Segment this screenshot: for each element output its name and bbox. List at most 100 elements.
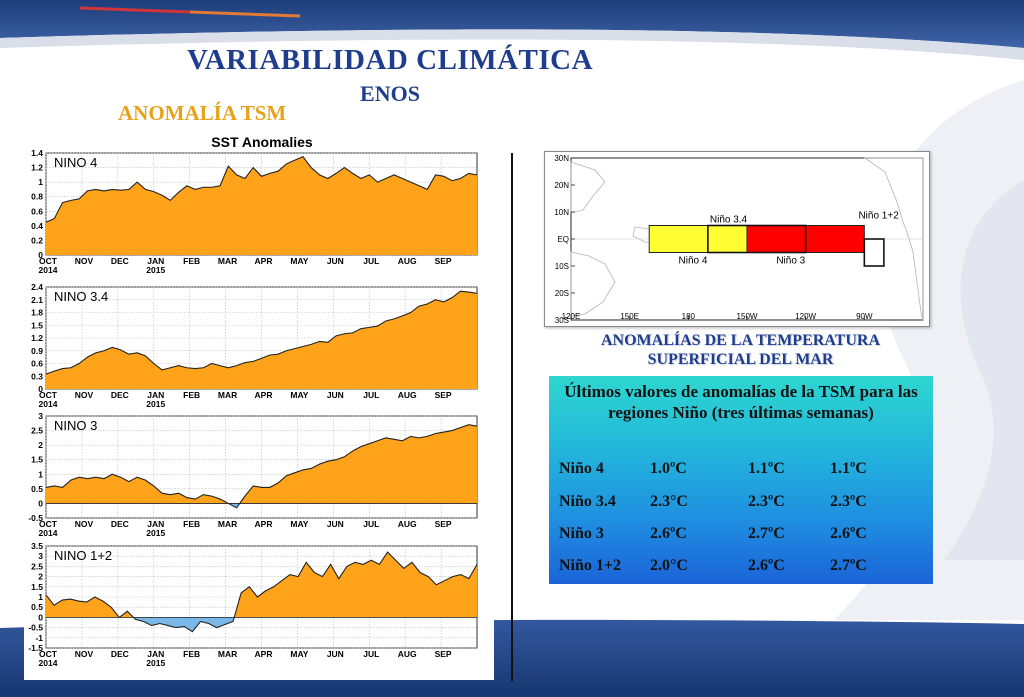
x-year-label: 2014 (39, 658, 58, 668)
background-swoosh (834, 80, 1024, 620)
map-caption-line-2: SUPERFICIAL DEL MAR (647, 351, 834, 368)
y-tick-label: 0 (38, 498, 43, 508)
x-tick-label: SEP (435, 256, 452, 266)
row-region: Niño 3 (559, 525, 604, 542)
x-year-label: 2015 (146, 265, 165, 275)
x-tick-label: JUN (327, 649, 344, 659)
series-area-positive (46, 291, 477, 389)
x-tick-label: NOV (75, 519, 94, 529)
panel-1: NINO 3.4 0 0.3 0.6 0.9 1.2 1.5 1.8 2.1 2.4 OCT NOV D… (31, 282, 478, 409)
x-tick-label: NOV (75, 390, 94, 400)
table-header: Últimos valores de anomalías de la TSM p… (564, 382, 918, 422)
region-nino4 (648, 225, 748, 253)
lon-label: 90W (856, 312, 873, 321)
series-area-positive (46, 552, 477, 618)
y-tick-label: 0 (38, 384, 43, 394)
row-value-1: 2.3°C (650, 493, 688, 510)
series-line (45, 290, 478, 375)
y-tick-label: 0.5 (31, 602, 43, 612)
coastline (863, 157, 924, 321)
y-tick-label: -0.5 (28, 513, 43, 523)
region-nino34 (707, 224, 807, 254)
row-region: Niño 3.4 (559, 493, 616, 510)
y-tick-label: 0.5 (31, 484, 43, 494)
x-year-label: 2015 (146, 528, 165, 538)
x-tick-label: MAY (290, 256, 308, 266)
x-tick-label: AUG (398, 256, 417, 266)
x-tick-label: JUL (363, 390, 379, 400)
table-row: Niño 1+2 2.0°C 2.6ºC 2.7ºC (559, 557, 929, 579)
top-banner (0, 0, 1024, 60)
y-tick-label: -0.5 (28, 623, 43, 633)
x-tick-label: DEC (111, 390, 129, 400)
y-tick-label: 1 (38, 469, 43, 479)
y-tick-label: -1 (35, 633, 43, 643)
y-tick-label: 0.9 (31, 346, 43, 356)
row-region: Niño 1+2 (559, 557, 622, 574)
y-tick-label: 0 (38, 612, 43, 622)
x-tick-label: MAY (290, 519, 308, 529)
panel-0: NINO 4 0 0.2 0.4 0.6 0.8 1 1.2 1.4 OCT NOV DEC JAN FE… (31, 148, 478, 275)
series-line (45, 424, 478, 509)
label-nino12: Niño 1+2 (858, 211, 899, 222)
x-tick-label: JUN (327, 390, 344, 400)
x-tick-label: AUG (398, 519, 417, 529)
y-tick-label: 0.2 (31, 235, 43, 245)
row-value-2: 1.1ºC (748, 460, 785, 477)
y-tick-label: 1.2 (31, 333, 43, 343)
x-tick-label: JUL (363, 519, 379, 529)
sst-anomalies-svg: SST Anomalies NINO 4 0 0.2 0.4 0.6 0.8 1 1.2 1.4… (28, 134, 478, 668)
y-tick-label: 1 (38, 592, 43, 602)
map-caption-line-1: ANOMALÍAS DE LA TEMPERATURA (601, 332, 880, 349)
x-tick-label: APR (255, 256, 273, 266)
x-tick-label: FEB (183, 649, 200, 659)
x-tick-label: NOV (75, 649, 94, 659)
row-value-1: 1.0ºC (650, 460, 687, 477)
row-value-3: 1.1ºC (830, 460, 867, 477)
label-nino3: Niño 3 (776, 256, 805, 267)
x-year-label: 2014 (39, 528, 58, 538)
row-value-2: 2.6ºC (748, 557, 785, 574)
x-tick-label: DEC (111, 256, 129, 266)
y-tick-label: 1 (38, 177, 43, 187)
series-line (45, 155, 478, 223)
panel-label: NINO 3.4 (54, 289, 108, 304)
y-tick-label: 0 (38, 250, 43, 260)
region-nino12 (863, 238, 885, 267)
table-row: Niño 3.4 2.3°C 2.3ºC 2.3ºC (559, 493, 929, 515)
y-tick-label: 2.1 (31, 295, 43, 305)
y-tick-label: 2.5 (31, 561, 43, 571)
lon-label: 150E (620, 312, 639, 321)
y-tick-label: 1.8 (31, 308, 43, 318)
anomalies-table: Últimos valores de anomalías de la TSM p… (549, 376, 933, 584)
y-tick-label: -1.5 (28, 643, 43, 653)
row-value-1: 2.6ºC (650, 525, 687, 542)
table-row: Niño 3 2.6ºC 2.7ºC 2.6ºC (559, 525, 929, 547)
x-tick-label: DEC (111, 519, 129, 529)
y-tick-label: 1.5 (31, 455, 43, 465)
x-tick-label: SEP (435, 519, 452, 529)
label-nino34: Niño 3.4 (710, 215, 748, 226)
x-tick-label: OCT (39, 390, 58, 400)
x-tick-label: MAR (218, 519, 237, 529)
x-tick-label: FEB (183, 390, 200, 400)
y-tick-label: 1.5 (31, 582, 43, 592)
x-tick-label: JUL (363, 649, 379, 659)
row-value-3: 2.6ºC (830, 525, 867, 542)
lon-label: 120W (795, 312, 816, 321)
page-title: VARIABILIDAD CLIMÁTICA (186, 44, 594, 76)
x-tick-label: MAR (218, 390, 237, 400)
sst-anomalies-charts: SST Anomalies NINO 4 0 0.2 0.4 0.6 0.8 1 1.2 1.4… (24, 130, 494, 680)
row-region: Niño 4 (559, 460, 604, 477)
panel-label: NINO 1+2 (54, 548, 112, 563)
x-tick-label: SEP (435, 390, 452, 400)
chart-title: SST Anomalies (211, 134, 313, 150)
x-year-label: 2015 (146, 658, 165, 668)
x-tick-label: OCT (39, 519, 58, 529)
label-nino4: Niño 4 (679, 256, 708, 267)
x-tick-label: APR (255, 649, 273, 659)
series-line (45, 551, 478, 633)
x-year-label: 2014 (39, 265, 58, 275)
y-tick-label: 2.5 (31, 426, 43, 436)
